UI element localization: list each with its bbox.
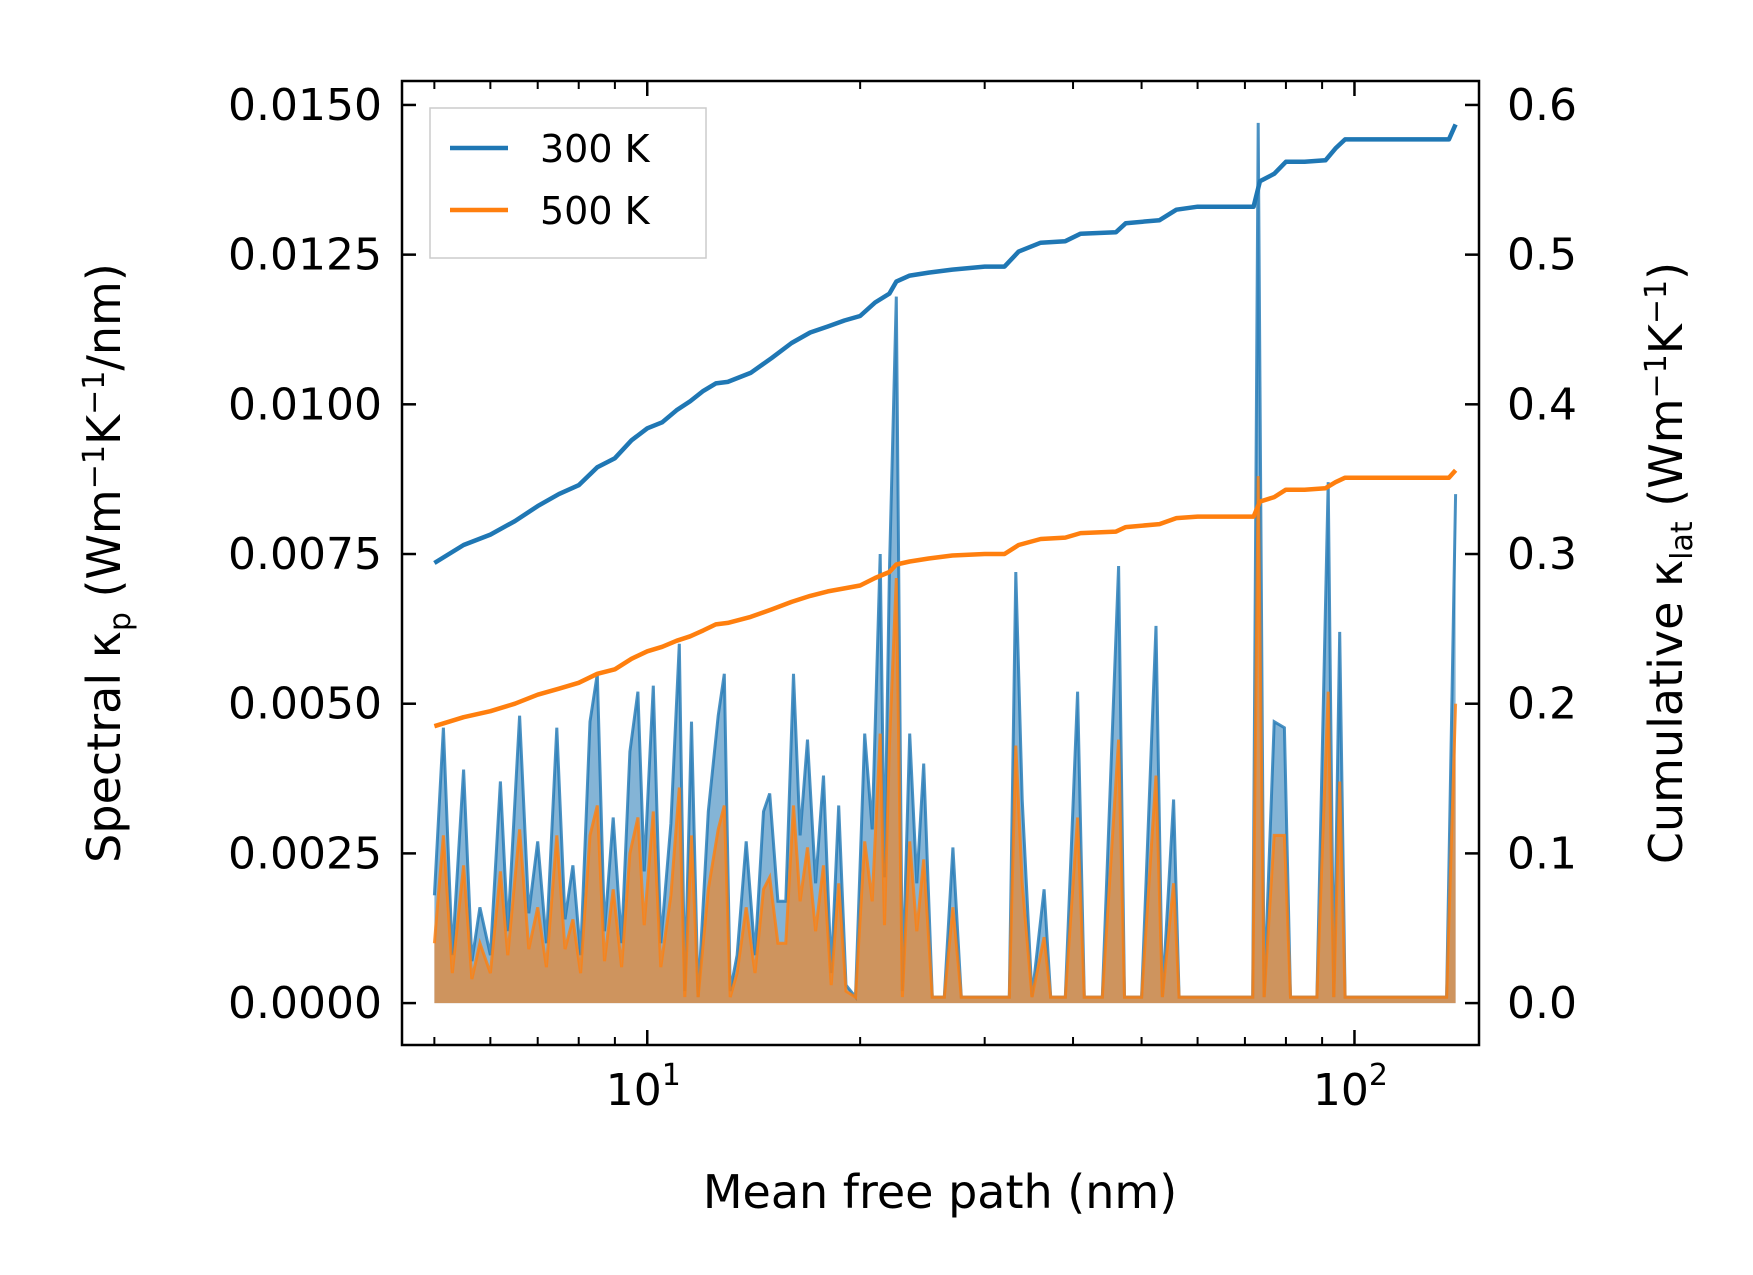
y-right-tick-label: 0.4: [1507, 379, 1577, 430]
y-left-tick-label: 0.0050: [228, 679, 382, 730]
legend-box: [429, 107, 707, 259]
y-right-tick-label: 0.0: [1507, 978, 1577, 1029]
y-right-tick-label: 0.5: [1507, 230, 1577, 281]
y-right-tick-label: 0.6: [1507, 80, 1577, 131]
spectral-layer: [432, 122, 1458, 1004]
y-right-tick-label: 0.3: [1507, 529, 1577, 580]
plot-frame: [400, 79, 1481, 1047]
y-left-tick-label: 0.0125: [228, 230, 382, 281]
legend-label-300k: 300 K: [540, 127, 651, 171]
y-left-tick-label: 0.0150: [228, 80, 382, 131]
y-left-tick-label: 0.0025: [228, 828, 382, 879]
x-axis-title: Mean free path (nm): [703, 1165, 1177, 1219]
x-tick-label: 101: [606, 1058, 681, 1116]
ticks-layer: 0.00000.00250.00500.00750.01000.01250.01…: [228, 80, 1577, 1116]
y-right-tick-label: 0.1: [1507, 828, 1577, 879]
x-tick-label: 102: [1313, 1058, 1388, 1116]
legend-label-500k: 500 K: [540, 189, 651, 233]
cumulative-line-0: [433, 123, 1458, 565]
y-left-tick-label: 0.0075: [228, 529, 382, 580]
y-axis-title-left: Spectral κp (Wm−1K−1/nm): [77, 263, 138, 863]
y-right-tick-label: 0.2: [1507, 679, 1577, 730]
legend: 300 K 500 K: [429, 107, 707, 259]
spectral-area-1: [434, 476, 1456, 1004]
cumulative-layer: [433, 123, 1458, 729]
y-axis-title-right: Cumulative κlat (Wm−1K−1): [1639, 262, 1700, 864]
y-left-tick-label: 0.0000: [228, 978, 382, 1029]
spectral-line-1: [432, 476, 1458, 1000]
y-left-tick-label: 0.0100: [228, 379, 382, 430]
cumulative-line-1: [433, 468, 1458, 729]
